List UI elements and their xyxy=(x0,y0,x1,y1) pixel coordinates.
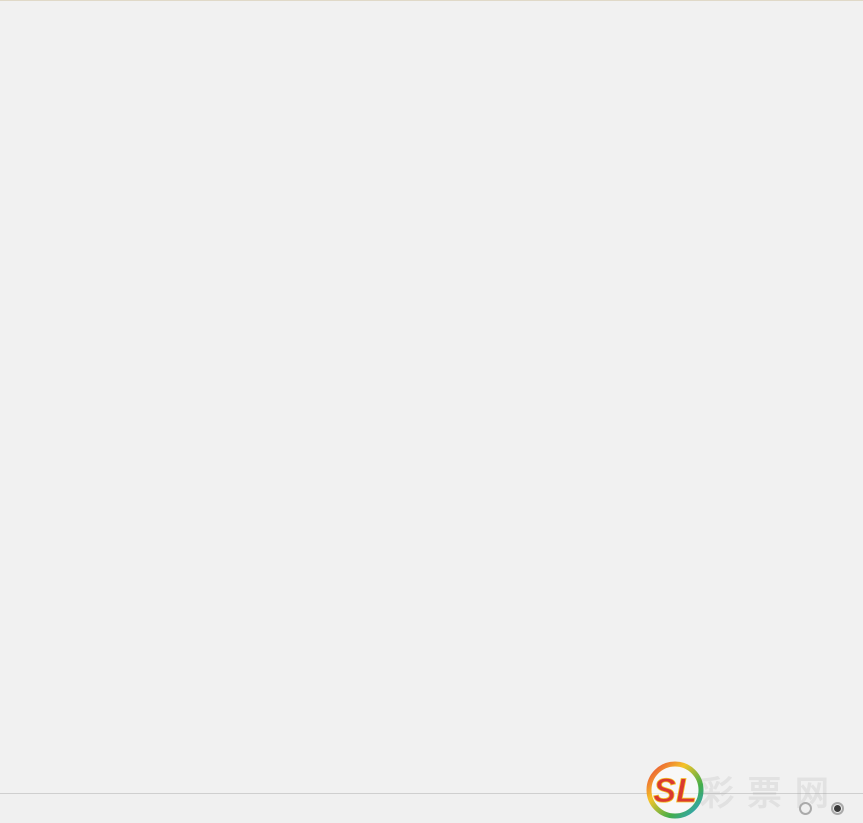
radio-circle-selected-icon[interactable] xyxy=(831,802,844,815)
radio-history-stats[interactable] xyxy=(799,802,817,815)
stats-mode-bar xyxy=(0,793,863,823)
radio-currentpage-stats[interactable] xyxy=(831,802,849,815)
radio-circle-icon[interactable] xyxy=(799,802,812,815)
